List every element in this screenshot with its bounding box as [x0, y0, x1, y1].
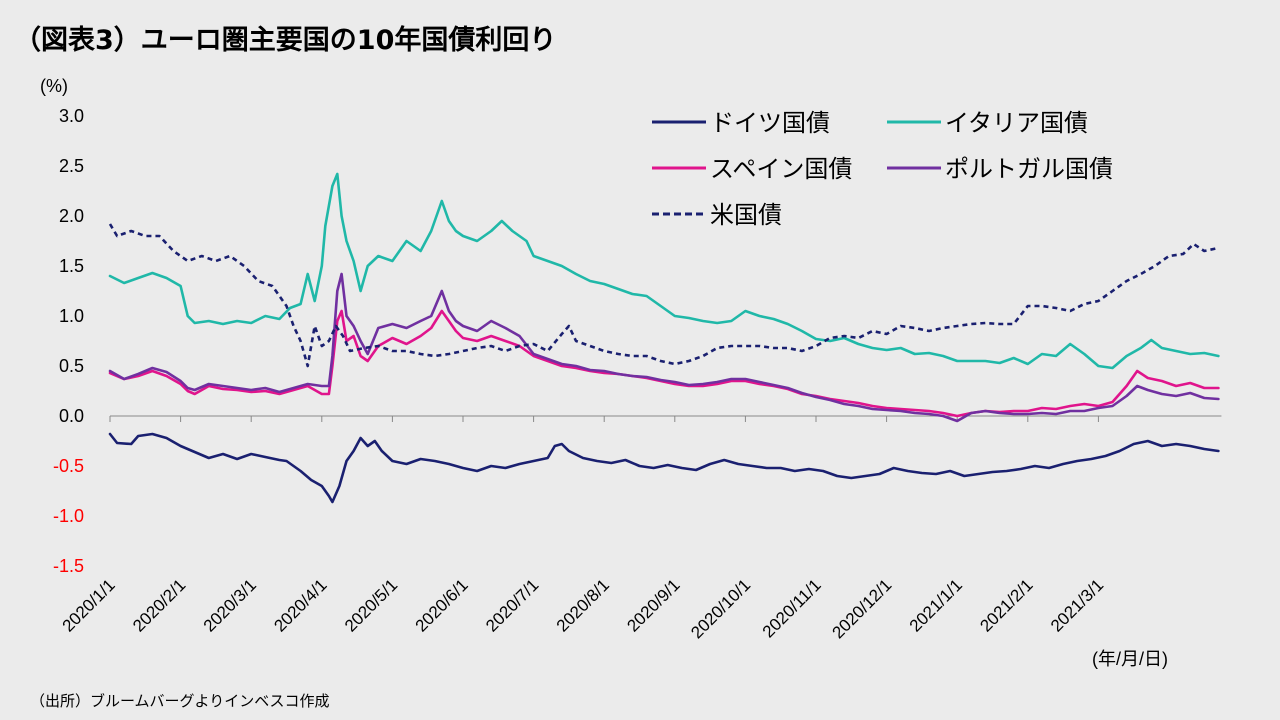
x-tick-label: 2020/1/1 — [59, 575, 119, 635]
legend-label: ドイツ国債 — [710, 109, 830, 137]
y-tick-label: 3.0 — [59, 106, 84, 126]
series-line — [108, 309, 1220, 418]
chart-series — [108, 172, 1220, 504]
x-tick-label: 2020/2/1 — [129, 575, 189, 635]
x-tick-label: 2021/2/1 — [976, 575, 1036, 635]
y-axis-unit-label: (%) — [40, 76, 68, 96]
legend-label: イタリア国債 — [945, 109, 1088, 137]
y-tick-label: -0.5 — [53, 456, 84, 476]
series-line — [108, 432, 1220, 504]
series-line — [108, 223, 1219, 368]
x-tick-label: 2021/1/1 — [906, 575, 966, 635]
x-tick-label: 2020/12/1 — [829, 575, 896, 642]
x-tick-label: 2020/10/1 — [687, 575, 754, 642]
legend-label: ポルトガル国債 — [945, 155, 1113, 183]
y-tick-label: -1.0 — [53, 506, 84, 526]
y-tick-label: -1.5 — [53, 556, 84, 576]
x-tick-label: 2021/3/1 — [1047, 575, 1107, 635]
series-line — [108, 272, 1220, 423]
x-axis-unit-label: (年/月/日) — [1092, 649, 1168, 669]
y-tick-label: 0.5 — [59, 356, 84, 376]
source-note: （出所）ブルームバーグよりインベスコ作成 — [30, 692, 330, 710]
y-tick-label: 0.0 — [59, 406, 84, 426]
legend-label: 米国債 — [710, 201, 782, 229]
x-tick-label: 2020/5/1 — [341, 575, 401, 635]
y-tick-label: 1.5 — [59, 256, 84, 276]
x-tick-label: 2020/8/1 — [553, 575, 613, 635]
chart-axes: 3.0 2.5 2.0 1.5 1.0 0.5 0.0 -0.5 -1.0 -1.52020/1/… — [53, 106, 1222, 642]
x-tick-label: 2020/4/1 — [270, 575, 330, 635]
x-tick-label: 2020/3/1 — [200, 575, 260, 635]
series-line — [108, 172, 1220, 370]
y-tick-label: 1.0 — [59, 306, 84, 326]
x-tick-label: 2020/6/1 — [412, 575, 472, 635]
x-tick-label: 2020/11/1 — [759, 575, 825, 641]
y-tick-label: 2.5 — [59, 156, 84, 176]
chart-title: （図表3）ユーロ圏主要国の10年国債利回り — [14, 25, 557, 56]
legend-label: スペイン国債 — [710, 155, 852, 183]
y-tick-label: 2.0 — [59, 206, 84, 226]
x-tick-label: 2020/9/1 — [623, 575, 683, 635]
x-tick-label: 2020/7/1 — [482, 575, 542, 635]
